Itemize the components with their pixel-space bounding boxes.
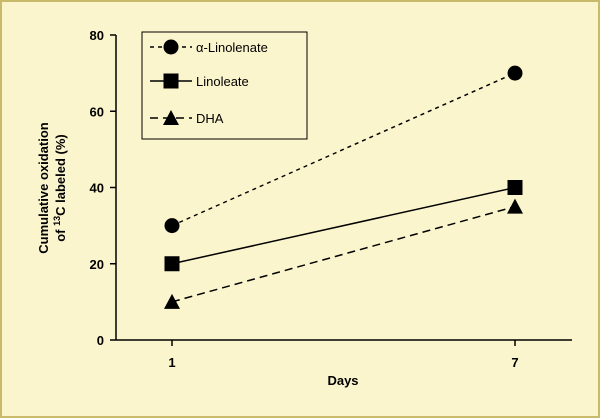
y-axis-title-line2: of 13C labeled (%) xyxy=(52,134,68,242)
data-point xyxy=(164,256,180,272)
y-tick-label: 40 xyxy=(90,181,104,196)
data-point xyxy=(507,180,523,195)
y-axis-title-line1: Cumulative oxidation xyxy=(36,122,51,254)
legend-marker xyxy=(163,39,179,55)
data-point xyxy=(164,293,180,309)
data-point xyxy=(507,198,523,214)
legend-label: DHA xyxy=(196,111,224,126)
x-tick-label: 1 xyxy=(168,355,175,370)
y-axis-title-line2-post: C labeled (%) xyxy=(53,134,68,216)
legend-label: α-Linolenate xyxy=(196,40,268,55)
x-axis-title: Days xyxy=(327,373,358,388)
y-tick-label: 20 xyxy=(90,257,104,272)
series-line xyxy=(171,72,516,227)
series-group xyxy=(164,65,523,309)
y-ticks: 0 20 40 60 80 xyxy=(90,28,116,348)
y-tick-label: 60 xyxy=(90,104,104,119)
data-point xyxy=(164,218,180,234)
y-tick-label: 80 xyxy=(90,28,104,43)
legend-marker xyxy=(163,110,179,125)
y-tick-label: 0 xyxy=(97,333,104,348)
series-line xyxy=(171,205,516,303)
x-tick-label: 7 xyxy=(511,355,518,370)
data-point xyxy=(507,65,523,81)
legend: α-Linolenate Linoleate DHA xyxy=(141,31,308,140)
y-axis-title: Cumulative oxidation of 13C labeled (%) xyxy=(36,122,68,254)
y-axis-title-superscript: 13 xyxy=(52,216,62,226)
series-circle xyxy=(164,65,523,234)
series-line xyxy=(171,186,516,265)
legend-label: Linoleate xyxy=(196,74,249,89)
series-triangle xyxy=(164,198,523,309)
legend-box xyxy=(141,31,308,140)
y-axis-title-line2-pre: of xyxy=(53,226,68,242)
legend-marker xyxy=(163,73,179,89)
series-square xyxy=(164,180,523,272)
